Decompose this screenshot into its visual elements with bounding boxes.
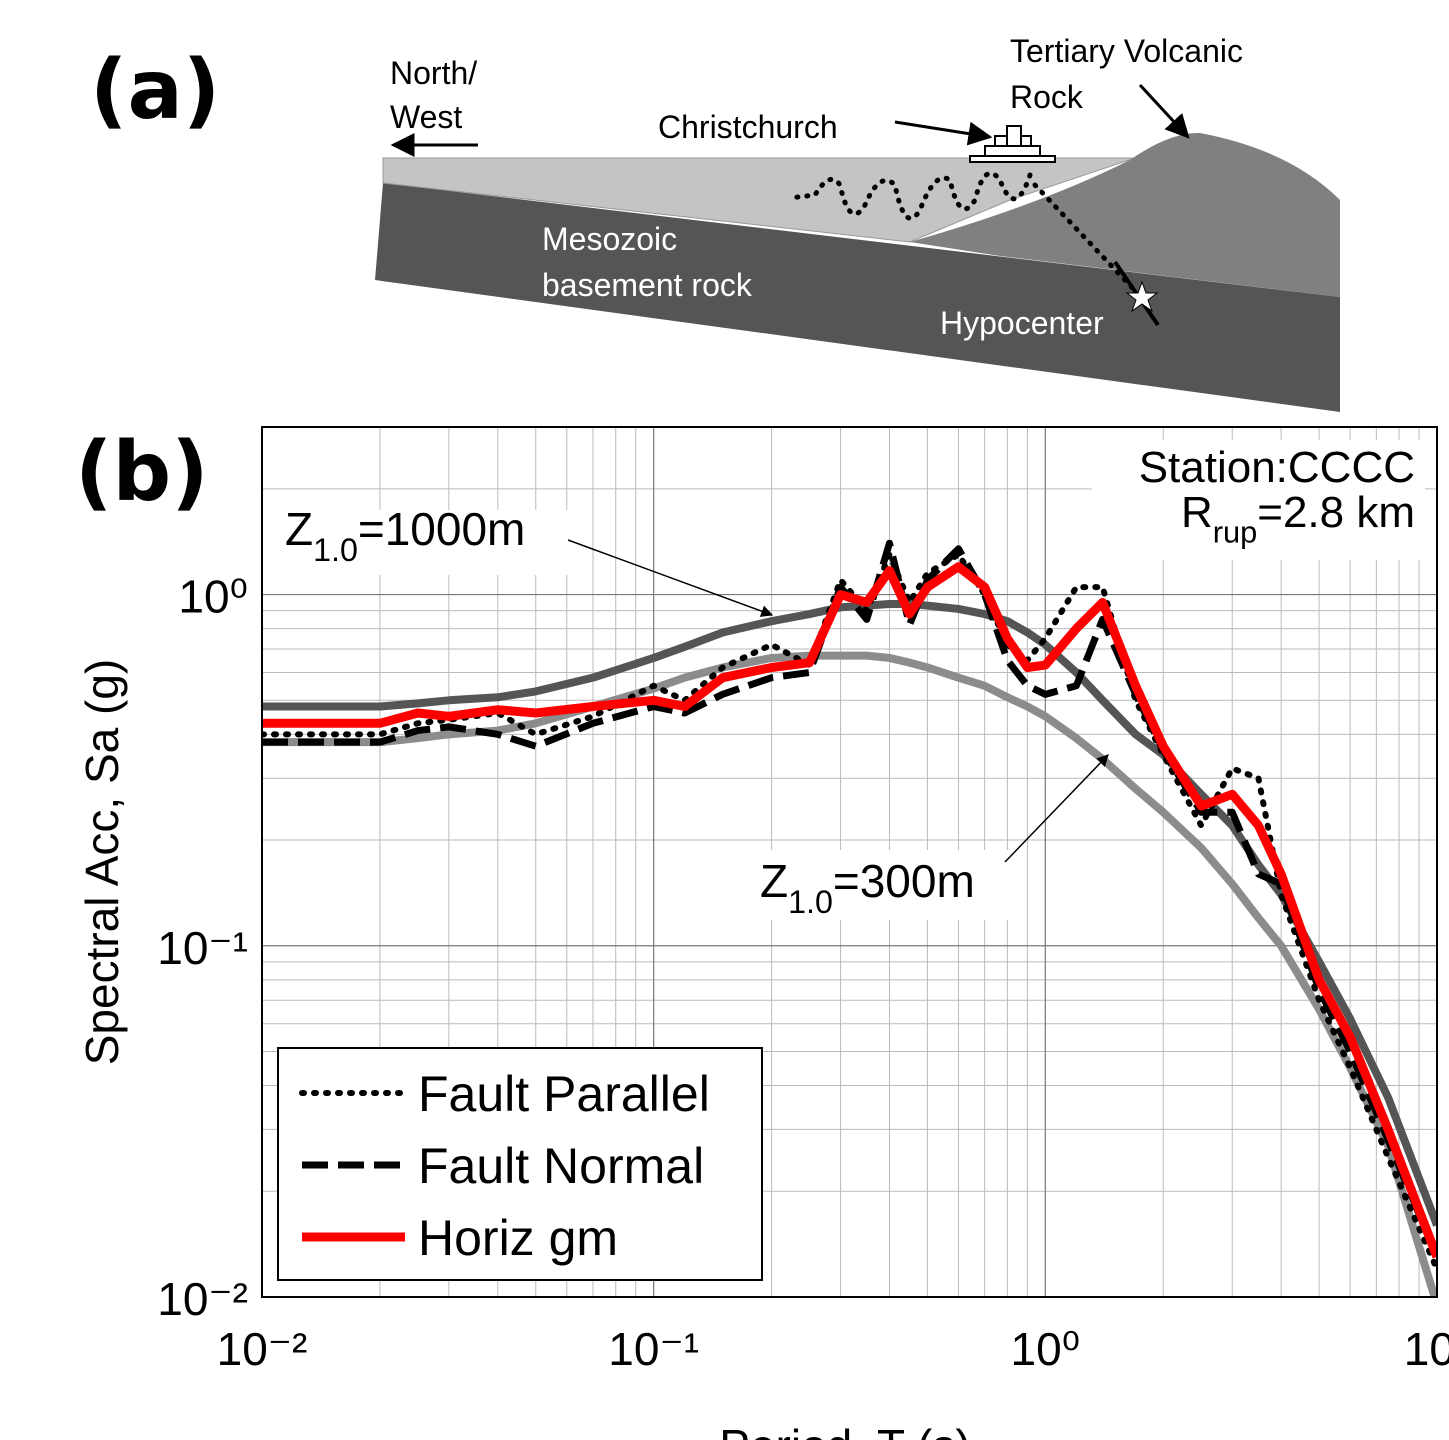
legend-label: Fault Normal	[418, 1138, 704, 1194]
label: Tertiary Volcanic	[1010, 33, 1243, 69]
x-tick-label: 10⁻²	[217, 1323, 308, 1375]
label: Hypocenter	[940, 305, 1104, 341]
annotation-main: R	[1181, 488, 1213, 537]
x-axis-label: Period, T (s)	[719, 1420, 970, 1440]
y-tick-label: 10⁻¹	[157, 922, 248, 974]
x-tick-label: 10¹	[1404, 1323, 1449, 1375]
diagram: (a) North/ West Christchurch Tertiary Vo…	[90, 33, 1340, 412]
curves	[262, 539, 1437, 1297]
y-axis-label: Spectral Acc, Sa (g)	[76, 659, 128, 1066]
series-line	[262, 539, 1437, 1259]
annotation: Z1.0=300m	[760, 855, 975, 920]
label: West	[390, 99, 462, 135]
label: basement rock	[542, 267, 753, 303]
legend-label: Horiz gm	[418, 1210, 618, 1266]
label: Mesozoic	[542, 221, 677, 257]
wave-path	[787, 170, 1033, 221]
annotation-rest: =1000m	[358, 503, 526, 555]
annotation: Rrup=2.8 km	[1181, 488, 1415, 549]
annotation-main: Z	[760, 855, 788, 907]
label: Christchurch	[658, 109, 838, 145]
annotation-box	[276, 510, 571, 575]
label: Rock	[1010, 79, 1084, 115]
volcanic-arrow	[1138, 83, 1190, 139]
station-label: Station:CCCC	[1139, 443, 1415, 492]
annotation-sub: 1.0	[313, 532, 358, 568]
y-tick-label: 10⁻²	[157, 1273, 248, 1325]
x-tick-label: 10⁰	[1011, 1323, 1081, 1375]
x-tick-label: 10⁻¹	[608, 1323, 699, 1375]
series-line	[262, 562, 1437, 1259]
legend-entries: Fault Parallel Fault Normal Horiz gm	[299, 1066, 710, 1266]
volcanic-layer	[910, 132, 1340, 297]
series-line	[262, 551, 1437, 1273]
annotation-sub: 1.0	[788, 884, 833, 920]
basement-layer	[375, 183, 1340, 412]
annotation-arrow	[567, 539, 774, 617]
annotation-main: Z	[285, 503, 313, 555]
plot-frame	[261, 426, 1438, 1298]
y-tick-label: 10⁰	[178, 571, 248, 623]
legend-label: Fault Parallel	[418, 1066, 710, 1122]
label: North/	[390, 55, 477, 91]
annotation: Z1.0=1000m	[285, 503, 525, 568]
annotation-rest: =2.8 km	[1257, 488, 1415, 537]
annotation-box	[752, 850, 1014, 920]
city-icon	[969, 125, 1056, 163]
annotation-rest: =300m	[833, 855, 975, 907]
hypocenter-star	[1125, 280, 1159, 313]
model-line	[262, 600, 1437, 1227]
annotation-sub: rup	[1213, 514, 1258, 549]
station-box	[1092, 440, 1425, 560]
panel-label: (b)	[75, 425, 209, 520]
panel-label: (a)	[90, 43, 220, 138]
city-arrow	[894, 120, 993, 146]
annotation-arrow	[1004, 754, 1109, 863]
